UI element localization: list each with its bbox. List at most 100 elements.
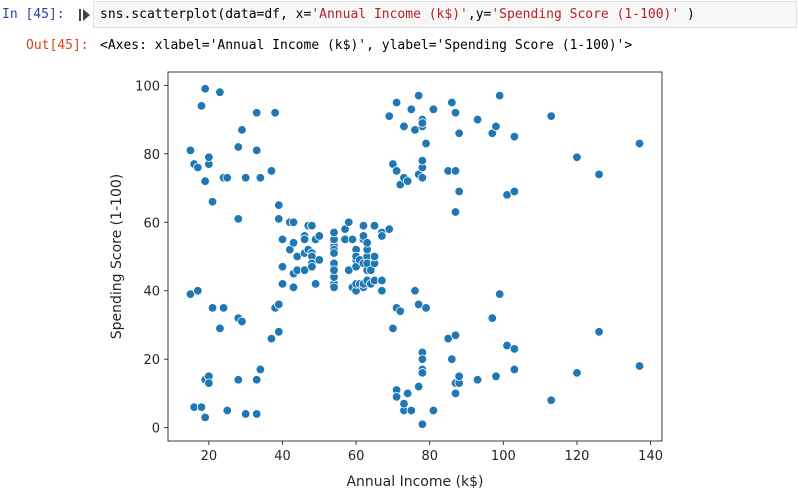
data-point: [377, 231, 387, 241]
data-point: [546, 395, 556, 405]
data-point: [288, 217, 299, 227]
data-point: [634, 361, 645, 371]
data-point: [344, 217, 354, 227]
data-point: [391, 97, 402, 108]
data-point: [369, 251, 380, 262]
data-point: [288, 282, 299, 293]
data-point: [399, 398, 409, 409]
data-point: [288, 238, 299, 248]
data-point: [329, 265, 339, 275]
data-point: [215, 87, 225, 97]
data-point: [509, 344, 520, 354]
data-point: [252, 409, 262, 419]
data-point: [329, 282, 339, 293]
data-point: [454, 186, 464, 197]
data-point: [252, 108, 262, 118]
code-text: sns.scatterplot(data=df, x='Annual Incom…: [100, 7, 695, 22]
data-point: [314, 231, 324, 241]
y-tick-label: 80: [143, 148, 160, 163]
data-point: [193, 162, 203, 173]
data-point: [384, 224, 394, 234]
data-point: [222, 405, 232, 416]
data-point: [417, 118, 428, 128]
data-point: [450, 388, 461, 399]
data-point: [594, 169, 604, 180]
data-point: [447, 97, 457, 108]
data-point: [417, 419, 428, 429]
data-point: [307, 220, 317, 231]
data-point: [307, 262, 317, 272]
data-point: [395, 306, 405, 316]
data-point: [270, 108, 280, 118]
data-point: [310, 279, 321, 289]
input-cell-row: In [45]: sns.scatterplot(data=df, x='Ann…: [0, 0, 799, 30]
data-point: [447, 354, 457, 364]
data-point: [237, 125, 247, 135]
x-tick-label: 120: [565, 449, 590, 464]
data-point: [472, 114, 483, 125]
out-prompt: Out[45]:: [26, 38, 89, 53]
data-point: [200, 412, 210, 423]
data-point: [233, 214, 244, 224]
x-tick-label: 100: [491, 449, 516, 464]
data-point: [240, 409, 251, 419]
data-point: [277, 279, 288, 289]
data-point: [428, 405, 439, 416]
code-editor[interactable]: sns.scatterplot(data=df, x='Annual Incom…: [93, 1, 797, 28]
data-point: [240, 173, 251, 183]
data-point: [472, 375, 483, 385]
data-point: [218, 303, 229, 313]
data-point: [572, 152, 582, 162]
data-point: [274, 299, 284, 310]
data-point: [207, 197, 218, 207]
data-point: [634, 138, 645, 149]
data-point: [377, 286, 387, 296]
data-point: [509, 131, 520, 142]
data-point: [362, 238, 372, 248]
data-point: [410, 286, 420, 296]
data-point: [237, 316, 247, 327]
data-point: [204, 152, 214, 162]
x-axis-label: Annual Income (k$): [346, 474, 483, 490]
data-point: [413, 381, 424, 392]
data-point: [421, 138, 431, 149]
data-point: [200, 176, 210, 186]
data-point: [428, 104, 439, 115]
in-prompt: In [45]:: [2, 7, 65, 22]
data-point: [252, 375, 262, 385]
data-point: [277, 262, 288, 272]
data-point: [193, 286, 203, 296]
y-tick-label: 100: [135, 79, 160, 94]
y-tick-label: 0: [152, 422, 160, 437]
x-tick-label: 20: [201, 449, 218, 464]
data-point: [252, 145, 262, 156]
data-point: [450, 207, 461, 217]
data-point: [417, 368, 428, 378]
data-point: [185, 145, 196, 156]
data-point: [454, 128, 464, 138]
data-point: [200, 84, 210, 94]
output-text: <Axes: xlabel='Annual Income (k$)', ylab…: [100, 38, 633, 53]
data-point: [421, 303, 431, 313]
data-point: [450, 108, 461, 118]
y-tick-label: 20: [143, 353, 160, 368]
data-point: [207, 303, 218, 313]
data-point: [204, 378, 214, 388]
data-point: [494, 289, 505, 299]
data-point: [417, 155, 428, 166]
data-point: [487, 313, 498, 323]
data-point: [196, 101, 207, 111]
data-point: [546, 111, 556, 121]
data-point: [255, 173, 266, 183]
data-point: [266, 166, 277, 176]
data-point: [406, 405, 417, 416]
data-point: [377, 275, 387, 286]
data-point: [384, 111, 394, 121]
data-point: [491, 371, 501, 382]
run-cell-icon[interactable]: [79, 8, 91, 22]
data-point: [594, 327, 604, 337]
data-point: [388, 323, 398, 334]
data-point: [450, 166, 461, 176]
data-point: [266, 333, 277, 344]
